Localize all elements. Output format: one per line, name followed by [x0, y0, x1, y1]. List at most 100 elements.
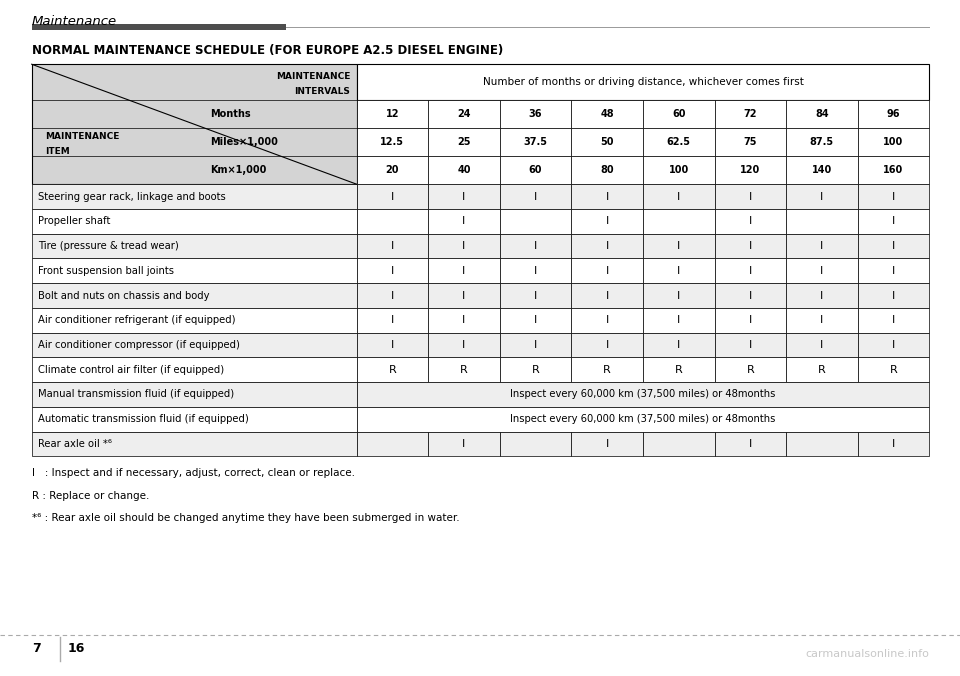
Text: Manual transmission fluid (if equipped): Manual transmission fluid (if equipped) [38, 389, 234, 400]
Text: Months: Months [210, 109, 251, 118]
Text: Miles×1,000: Miles×1,000 [210, 137, 278, 147]
Text: R: R [389, 365, 396, 375]
Text: Inspect every 60,000 km (37,500 miles) or 48months: Inspect every 60,000 km (37,500 miles) o… [511, 389, 776, 400]
Text: 37.5: 37.5 [523, 137, 547, 147]
Text: 72: 72 [744, 109, 757, 118]
Text: I: I [749, 340, 752, 350]
Text: 48: 48 [600, 109, 614, 118]
Text: R : Replace or change.: R : Replace or change. [32, 491, 149, 501]
Text: 100: 100 [883, 137, 903, 147]
Text: 75: 75 [744, 137, 757, 147]
Text: I: I [534, 315, 538, 325]
Text: Maintenance: Maintenance [32, 15, 117, 28]
Text: R: R [460, 365, 468, 375]
Text: MAINTENANCE: MAINTENANCE [45, 132, 119, 141]
Text: Front suspension ball joints: Front suspension ball joints [38, 266, 175, 276]
Text: 100: 100 [668, 165, 689, 175]
Text: I: I [391, 291, 394, 301]
Text: 84: 84 [815, 109, 828, 118]
Text: I: I [606, 340, 609, 350]
Text: I: I [820, 291, 824, 301]
Text: I: I [677, 340, 681, 350]
Text: I: I [820, 191, 824, 201]
Text: Air conditioner compressor (if equipped): Air conditioner compressor (if equipped) [38, 340, 240, 350]
Text: Steering gear rack, linkage and boots: Steering gear rack, linkage and boots [38, 191, 227, 201]
Text: I: I [749, 291, 752, 301]
Text: I: I [749, 216, 752, 226]
Text: R: R [890, 365, 898, 375]
Text: I: I [749, 191, 752, 201]
Text: I: I [677, 291, 681, 301]
Text: 160: 160 [883, 165, 903, 175]
Text: I: I [534, 291, 538, 301]
Text: I: I [606, 241, 609, 251]
Text: I: I [677, 191, 681, 201]
Text: I: I [820, 340, 824, 350]
Text: 60: 60 [529, 165, 542, 175]
Text: I: I [463, 340, 466, 350]
Text: 50: 50 [600, 137, 613, 147]
Text: I: I [749, 315, 752, 325]
Text: MAINTENANCE: MAINTENANCE [276, 72, 350, 80]
Text: 60: 60 [672, 109, 685, 118]
Text: I: I [391, 191, 394, 201]
Text: I: I [749, 266, 752, 276]
Text: Inspect every 60,000 km (37,500 miles) or 48months: Inspect every 60,000 km (37,500 miles) o… [511, 414, 776, 425]
Text: 96: 96 [887, 109, 900, 118]
Text: I: I [677, 266, 681, 276]
Text: I: I [391, 266, 394, 276]
Text: R: R [818, 365, 826, 375]
Text: I: I [892, 315, 895, 325]
Text: I: I [391, 340, 394, 350]
Text: R: R [675, 365, 683, 375]
Text: 12.5: 12.5 [380, 137, 404, 147]
Text: I: I [534, 266, 538, 276]
Text: I: I [892, 191, 895, 201]
Text: I: I [534, 340, 538, 350]
Text: I: I [892, 266, 895, 276]
Text: Tire (pressure & tread wear): Tire (pressure & tread wear) [38, 241, 180, 251]
Text: I: I [391, 315, 394, 325]
Text: Air conditioner refrigerant (if equipped): Air conditioner refrigerant (if equipped… [38, 315, 236, 325]
Text: carmanualsonline.info: carmanualsonline.info [805, 650, 929, 659]
Text: 140: 140 [812, 165, 832, 175]
Text: I: I [463, 439, 466, 449]
Text: *⁶ : Rear axle oil should be changed anytime they have been submerged in water.: *⁶ : Rear axle oil should be changed any… [32, 513, 459, 523]
Text: Climate control air filter (if equipped): Climate control air filter (if equipped) [38, 365, 225, 375]
Text: I: I [606, 439, 609, 449]
Text: I: I [892, 241, 895, 251]
Text: 36: 36 [529, 109, 542, 118]
Text: Km×1,000: Km×1,000 [210, 165, 267, 175]
Text: 12: 12 [386, 109, 399, 118]
Text: R: R [747, 365, 755, 375]
Text: 40: 40 [457, 165, 470, 175]
Text: NORMAL MAINTENANCE SCHEDULE (FOR EUROPE A2.5 DIESEL ENGINE): NORMAL MAINTENANCE SCHEDULE (FOR EUROPE … [32, 44, 503, 57]
Text: 16: 16 [67, 642, 84, 656]
Text: 62.5: 62.5 [667, 137, 691, 147]
Text: 20: 20 [386, 165, 399, 175]
Text: Automatic transmission fluid (if equipped): Automatic transmission fluid (if equippe… [38, 414, 250, 425]
Text: I: I [892, 439, 895, 449]
Text: Rear axle oil *⁶: Rear axle oil *⁶ [38, 439, 112, 449]
Text: I: I [463, 216, 466, 226]
Text: 80: 80 [600, 165, 614, 175]
Text: I: I [606, 216, 609, 226]
Text: ITEM: ITEM [45, 147, 69, 155]
Text: Bolt and nuts on chassis and body: Bolt and nuts on chassis and body [38, 291, 210, 301]
Text: I: I [749, 439, 752, 449]
Text: I: I [606, 291, 609, 301]
Text: 24: 24 [457, 109, 470, 118]
Text: I: I [463, 241, 466, 251]
Text: I: I [534, 191, 538, 201]
Text: I: I [606, 191, 609, 201]
Text: I: I [892, 216, 895, 226]
Text: I: I [820, 241, 824, 251]
Text: 7: 7 [32, 642, 40, 656]
Text: I: I [463, 315, 466, 325]
Text: 25: 25 [457, 137, 470, 147]
Text: I: I [892, 291, 895, 301]
Text: I: I [677, 315, 681, 325]
Text: I: I [391, 241, 394, 251]
Text: I: I [677, 241, 681, 251]
Text: I: I [534, 241, 538, 251]
